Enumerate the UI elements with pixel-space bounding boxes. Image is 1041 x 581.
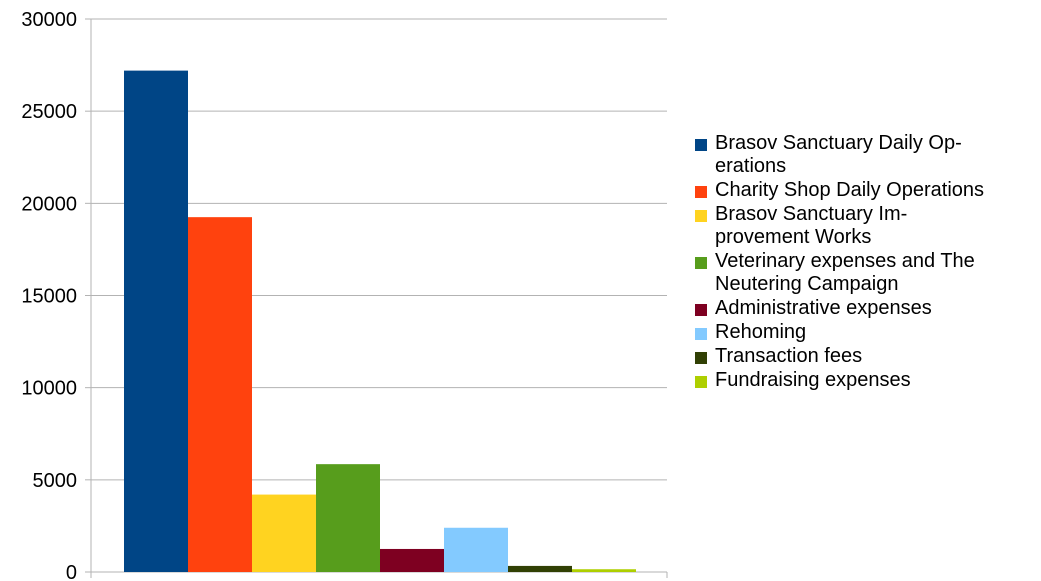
y-tick-label: 15000: [21, 286, 77, 308]
legend-label-line: Administrative expenses: [715, 297, 932, 319]
legend-label-line: Brasov Sanctuary Im-: [715, 203, 908, 225]
legend-label: Charity Shop Daily Operations: [715, 179, 984, 202]
bar-4: [380, 548, 444, 572]
y-tick-label: 10000: [21, 378, 77, 400]
y-tick-label: 30000: [21, 9, 77, 31]
legend-swatch: [695, 257, 707, 269]
legend-label: Brasov Sanctuary Im-provement Works: [715, 203, 907, 249]
bar-0: [124, 70, 188, 572]
legend-label-line: Neutering Campaign: [715, 273, 899, 295]
legend-label-line: erations: [715, 155, 787, 177]
legend-label-line: Fundraising expenses: [715, 369, 911, 391]
legend-label-line: Transaction fees: [715, 345, 863, 367]
y-tick-label: 5000: [33, 470, 78, 492]
legend-swatch: [695, 376, 707, 388]
bar-7: [572, 569, 636, 572]
y-axis-tick-labels: 0 5000 10000 15000 20000 25000 30000: [21, 9, 77, 581]
legend-item: Veterinary expenses and The Neutering Cam…: [695, 250, 1035, 296]
legend-item: Administrative expenses: [695, 297, 1035, 320]
bar-3: [316, 464, 380, 572]
legend-label-line: Veterinary expenses and The: [715, 250, 975, 272]
legend-swatch: [695, 304, 707, 316]
legend: Brasov Sanctuary Daily Op-erations Charit…: [695, 132, 1035, 393]
legend-label: Fundraising expenses: [715, 369, 911, 392]
legend-label: Administrative expenses: [715, 297, 932, 320]
legend-item: Rehoming: [695, 321, 1035, 344]
legend-item: Charity Shop Daily Operations: [695, 179, 1035, 202]
bar-1: [188, 217, 252, 573]
legend-item: Transaction fees: [695, 345, 1035, 368]
bars: [124, 70, 636, 573]
legend-label: Rehoming: [715, 321, 806, 344]
y-tick-label: 0: [66, 562, 77, 581]
bar-chart: 0 5000 10000 15000 20000 25000 30000: [21, 9, 668, 581]
legend-swatch: [695, 186, 707, 198]
legend-label: Brasov Sanctuary Daily Op-erations: [715, 132, 962, 178]
legend-item: Brasov Sanctuary Daily Op-erations: [695, 132, 1035, 178]
legend-label-line: Rehoming: [715, 321, 807, 343]
bar-2: [252, 494, 316, 572]
legend-label-line: Charity Shop Daily Operations: [715, 179, 985, 201]
y-tick-label: 25000: [21, 101, 77, 123]
legend-swatch: [695, 139, 707, 151]
bar-5: [444, 527, 508, 572]
legend-swatch: [695, 210, 707, 222]
legend-label: Transaction fees: [715, 345, 862, 368]
legend-label: Veterinary expenses and The Neutering Cam…: [715, 250, 975, 296]
y-tick-label: 20000: [21, 193, 77, 215]
legend-item: Fundraising expenses: [695, 369, 1035, 392]
legend-label-line: provement Works: [715, 226, 872, 248]
legend-item: Brasov Sanctuary Im-provement Works: [695, 203, 1035, 249]
legend-swatch: [695, 328, 707, 340]
legend-swatch: [695, 352, 707, 364]
bar-6: [508, 565, 572, 572]
legend-label-line: Brasov Sanctuary Daily Op-: [715, 132, 962, 154]
